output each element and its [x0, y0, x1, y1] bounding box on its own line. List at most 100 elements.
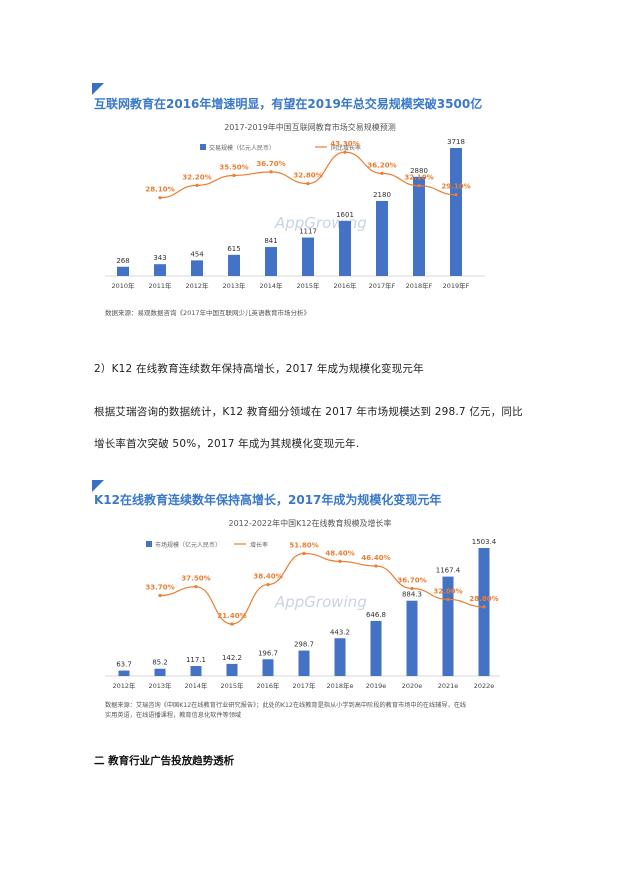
chart-bar-value-label: 443.2 — [330, 628, 350, 636]
chart-bar-value-label: 2180 — [373, 191, 391, 199]
chart-x-tick-label: 2016年 — [256, 681, 280, 690]
chart-line-point — [306, 182, 310, 186]
chart-line-point — [343, 150, 347, 154]
chart1-svg: AppGrowing 2017-2019年中国互联网教育市场交易规模预测 交易规… — [105, 122, 485, 317]
chart-line-value-label: 28.10% — [145, 186, 174, 194]
title-corner-mark — [92, 480, 104, 492]
chart-line-value-label: 32.80% — [293, 172, 322, 180]
chart-line-value-label: 36.20% — [367, 161, 396, 169]
chart-bar — [413, 176, 425, 276]
chart2-svg: AppGrowing 2012-2022年中国K12在线教育规模及增长率 市场规… — [105, 518, 500, 719]
chart-x-tick-label: 2015年 — [220, 681, 244, 690]
chart-x-tick-label: 2013年 — [222, 281, 246, 290]
chart-x-tick-label: 2021e — [438, 682, 459, 690]
chart-bar-value-label: 884.3 — [402, 591, 422, 599]
chart-line-point — [482, 605, 486, 609]
chart-x-tick-label: 2017年 — [292, 681, 316, 690]
chart2-legend-bar-swatch — [146, 541, 152, 547]
chart-line-value-label: 48.40% — [325, 549, 354, 557]
chart1-container: AppGrowing 2017-2019年中国互联网教育市场交易规模预测 交易规… — [100, 118, 520, 328]
chart-bar — [226, 663, 238, 676]
chart-x-tick-label: 2022e — [474, 682, 495, 690]
chart-x-tick-label: 2015年 — [296, 281, 320, 290]
chart-x-tick-label: 2014年 — [259, 281, 283, 290]
title-corner-mark — [92, 83, 104, 95]
chart-line-point — [230, 622, 234, 626]
chart-bar — [442, 576, 454, 676]
chart-line-point — [158, 593, 162, 598]
chart-bar-value-label: 63.7 — [116, 661, 132, 669]
chart-line-point — [410, 586, 414, 591]
chart-x-tick-label: 2016年 — [333, 281, 357, 290]
chart-bar-value-label: 1167.4 — [436, 567, 461, 575]
chart-line-value-label: 28.80% — [469, 595, 498, 603]
chart-bar — [190, 666, 202, 676]
chart-bar — [117, 266, 129, 276]
watermark: AppGrowing — [274, 593, 367, 611]
chart2-source-line-1: 数据来源：艾瑞咨询《中国K12在线教育行业研究报告》；此处的K12在线教育是指从… — [105, 701, 466, 709]
chart-x-tick-label: 2010年 — [111, 281, 135, 290]
chart-bar-value-label: 298.7 — [294, 641, 314, 649]
chart-bar — [339, 220, 351, 276]
chart-line-point — [269, 170, 273, 174]
chart-line-point — [195, 183, 199, 187]
chart1-legend-bar-label: 交易规模（亿元人民币） — [209, 144, 275, 152]
chart-line-value-label: 36.70% — [397, 577, 426, 585]
chart-line-value-label: 21.40% — [217, 612, 246, 620]
chart-x-tick-label: 2013年 — [148, 681, 172, 690]
chart-line-point — [232, 173, 236, 178]
chart-x-tick-label: 2019e — [366, 682, 387, 690]
chart-bar-value-label: 117.1 — [186, 656, 206, 664]
chart-line-point — [158, 196, 162, 200]
chart-x-tick-label: 2017年F — [369, 281, 396, 290]
chart-line-value-label: 43.30% — [330, 140, 359, 148]
chart-bar — [450, 148, 462, 276]
chart-bar — [154, 668, 166, 676]
chart-x-tick-label: 2018年F — [406, 281, 433, 290]
chart-bar — [228, 254, 240, 276]
chart-line-point — [417, 184, 421, 188]
chart-line-point — [380, 171, 384, 175]
chart-line-point — [266, 582, 270, 587]
chart-bar — [406, 600, 418, 676]
chart-line-point — [338, 559, 342, 563]
chart-bar-value-label: 646.8 — [366, 611, 386, 619]
chart-x-tick-label: 2014年 — [184, 681, 208, 690]
chart1-source: 数据来源：易观数据咨询《2017年中国互联网少儿英语教育市场分析》 — [105, 308, 310, 317]
chart-bar-value-label: 142.2 — [222, 654, 242, 662]
chart-line-value-label: 32.20% — [182, 173, 211, 181]
ad-trend-heading: 二 教育行业广告投放趋势透析 — [94, 755, 235, 767]
chart-bar — [370, 620, 382, 676]
chart-line-point — [454, 193, 458, 197]
chart-bar-value-label: 268 — [116, 257, 129, 265]
chart-line-value-label: 32.00% — [433, 587, 462, 595]
chart-line-point — [194, 585, 198, 589]
chart-bar — [154, 264, 166, 276]
chart-x-tick-label: 2020e — [402, 682, 423, 690]
chart1-legend-line-label: 同比增长率 — [331, 144, 361, 152]
chart-line-value-label: 36.70% — [256, 160, 285, 168]
chart-growth-line — [159, 552, 485, 625]
chart1-title: 2017-2019年中国互联网教育市场交易规模预测 — [224, 122, 396, 132]
chart-x-tick-label: 2011年 — [148, 281, 172, 290]
chart-bar-value-label: 1117 — [299, 228, 317, 236]
chart-bar — [302, 237, 314, 276]
chart-x-tick-label: 2018年e — [326, 681, 353, 690]
chart2-legend-line-label: 增长率 — [250, 541, 268, 549]
chart-line-value-label: 38.40% — [253, 573, 282, 581]
chart2-section-title: K12在线教育连续数年保持高增长，2017年成为规模化变现元年 — [94, 493, 442, 507]
chart-bar-value-label: 196.7 — [258, 649, 278, 657]
chart-x-tick-label: 2012年 — [185, 281, 209, 290]
chart-bar — [376, 200, 388, 276]
chart-bar — [191, 260, 203, 276]
chart-bar-value-label: 841 — [264, 237, 277, 245]
chart2-container: AppGrowing 2012-2022年中国K12在线教育规模及增长率 市场规… — [100, 515, 530, 740]
chart-line-value-label: 46.40% — [361, 554, 390, 562]
chart-bar-value-label: 2880 — [410, 167, 428, 175]
chart-line-value-label: 29.10% — [441, 183, 470, 191]
chart-bar-value-label: 1601 — [336, 211, 354, 219]
chart-line-value-label: 35.50% — [219, 164, 248, 172]
chart-bar — [478, 548, 490, 676]
chart-bar-value-label: 85.2 — [152, 659, 168, 667]
chart-bar-value-label: 343 — [153, 254, 166, 262]
